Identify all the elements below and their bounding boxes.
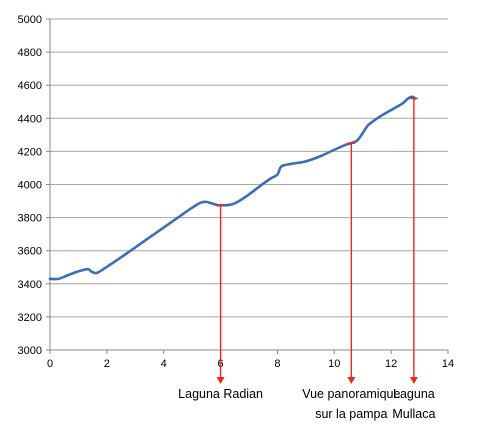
y-tick-label: 3400	[18, 279, 42, 291]
y-tick-label: 4800	[18, 47, 42, 59]
x-tick-label: 10	[328, 358, 340, 370]
x-tick-label: 0	[47, 358, 53, 370]
series	[48, 95, 417, 281]
annotations: Laguna Radian Vue panoramique sur la pampa…	[178, 97, 435, 421]
annotation-arrow-head	[216, 377, 225, 384]
y-tick-label: 3600	[18, 246, 42, 258]
gridlines	[50, 18, 448, 318]
x-tick-label: 14	[442, 358, 454, 370]
elevation-line	[48, 95, 417, 281]
y-tick-label: 4000	[18, 180, 42, 192]
y-tick-labels: 3000 3200 3400 3600 3800 4000 4200 4400 4600 4800…	[18, 14, 50, 357]
x-tick-label: 12	[385, 358, 397, 370]
annotation-label: Vue panoramique	[302, 387, 400, 401]
x-tick-label: 8	[274, 358, 280, 370]
y-tick-label: 3800	[18, 213, 42, 225]
x-tick-label: 2	[104, 358, 110, 370]
y-tick-label: 3200	[18, 312, 42, 324]
y-tick-label: 4200	[18, 146, 42, 158]
y-tick-label: 4600	[18, 80, 42, 92]
x-tick-label: 4	[161, 358, 167, 370]
annotation-label: sur la pampa	[315, 407, 387, 421]
annotation-arrow-head	[347, 377, 356, 384]
y-tick-label: 3000	[18, 345, 42, 357]
y-tick-label: 4400	[18, 113, 42, 125]
annotation-arrow-head	[409, 377, 418, 384]
annotation-label: Laguna	[393, 387, 435, 401]
x-tick-labels: 02468101214	[47, 350, 454, 370]
annotation-label: Mullaca	[392, 407, 435, 421]
y-tick-label: 5000	[18, 14, 42, 26]
annotation-label: Laguna Radian	[178, 387, 263, 401]
